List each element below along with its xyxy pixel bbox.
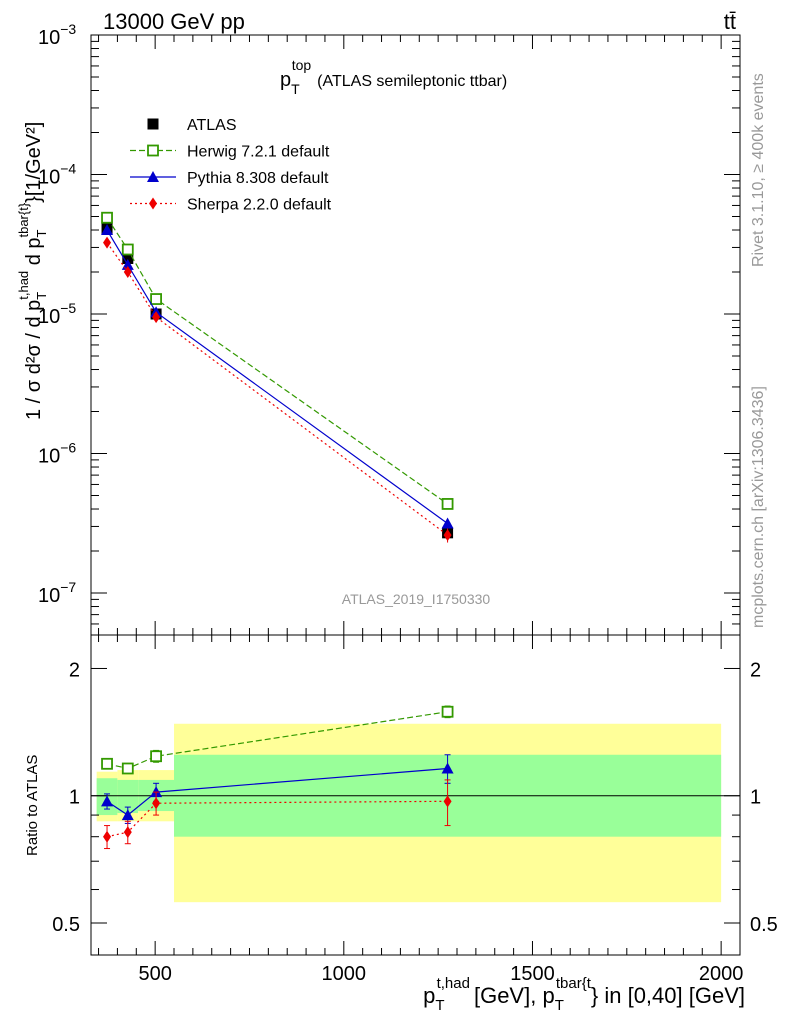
main-ytick-label: 10−6 <box>38 440 76 468</box>
main-point <box>441 498 454 510</box>
main-point <box>122 252 134 264</box>
ratio-series-0 <box>101 705 454 775</box>
ratio-ytick-label: 2 <box>69 659 80 681</box>
title-rest: (ATLAS semileptonic ttbar) <box>317 73 507 90</box>
analysis-watermark: ATLAS_2019_I1750330 <box>342 591 491 607</box>
ratio-series-line <box>106 711 448 770</box>
legend-entry: ATLAS <box>147 117 237 134</box>
xlabel: pTt,had [GeV], pTtbar{t} in [0,40] [GeV] <box>423 975 745 1014</box>
legend-label: Herwig 7.2.1 default <box>187 144 330 161</box>
ratio-point <box>123 826 132 839</box>
rivet-label: Rivet 3.1.10, ≥ 400k events <box>750 73 767 267</box>
main-ytick-label: 10−5 <box>38 300 76 328</box>
xtick-label: 2000 <box>699 963 744 985</box>
title-sub: T <box>291 81 300 97</box>
main-point <box>121 243 134 256</box>
main-series-line <box>106 217 448 505</box>
ratio-frame <box>90 634 741 956</box>
main-ytick-label: 10−3 <box>38 21 76 49</box>
ratio-point <box>101 757 113 770</box>
ratio-ytick-label-right: 1 <box>750 787 761 809</box>
legend-marker <box>147 144 159 157</box>
ratio-series-line <box>106 767 448 816</box>
xtick-label: 1500 <box>510 963 555 985</box>
ratio-point <box>150 750 162 763</box>
ratio-point <box>121 809 134 821</box>
legend-marker <box>149 197 157 210</box>
process-label: tt̄ <box>724 9 736 34</box>
ratio-point <box>101 795 114 807</box>
main-point <box>150 293 162 305</box>
main-point <box>443 529 452 542</box>
main-point <box>123 266 132 279</box>
main-ytick-label: 10−7 <box>38 579 76 607</box>
ratio-point <box>121 762 134 775</box>
main-title: pTtop (ATLAS semileptonic ttbar) <box>280 57 507 97</box>
ratio-ytick-label: 0.5 <box>52 914 80 936</box>
ratio-ytick-label: 1 <box>69 787 80 809</box>
ratio-point <box>441 705 454 718</box>
legend-marker <box>147 171 159 182</box>
mcplots-label: mcplots.cern.ch [arXiv:1306.3436] <box>750 386 767 628</box>
main-series-line <box>106 242 448 536</box>
band-inner <box>117 779 139 814</box>
legend-marker <box>147 118 159 130</box>
main-point <box>152 311 161 324</box>
main-series-1 <box>101 211 454 510</box>
legend-entry: Herwig 7.2.1 default <box>130 144 330 161</box>
ratio-ylabel: Ratio to ATLAS <box>24 755 41 856</box>
main-point <box>103 236 112 249</box>
ratio-point <box>443 795 452 808</box>
legend-label: ATLAS <box>187 117 237 134</box>
ratio-point <box>103 830 112 843</box>
ratio-series-2 <box>103 779 452 850</box>
main-series-0 <box>101 223 454 539</box>
xtick-label: 500 <box>138 963 171 985</box>
main-ytick-label: 10−4 <box>38 161 76 189</box>
legend-entry: Pythia 8.308 default <box>130 170 329 187</box>
title-sup: top <box>292 57 312 73</box>
legend-entry: Sherpa 2.2.0 default <box>130 197 332 214</box>
main-series-2 <box>101 224 454 529</box>
ratio-point <box>441 762 454 774</box>
ratio-point <box>152 797 161 810</box>
main-point <box>101 211 113 224</box>
ratio-ytick-label-right: 0.5 <box>750 914 778 936</box>
title-main: p <box>280 69 291 91</box>
ratio-series-line <box>106 800 448 838</box>
main-point <box>101 224 114 236</box>
legend: ATLAS Herwig 7.2.1 default Pythia 8.308 de… <box>130 117 332 214</box>
legend-label: Pythia 8.308 default <box>187 170 329 187</box>
series-layer <box>101 211 454 850</box>
xtick-label: 1000 <box>322 963 367 985</box>
main-series-3 <box>103 236 452 543</box>
legend-label: Sherpa 2.2.0 default <box>187 197 332 214</box>
main-point <box>441 517 454 529</box>
main-series-line <box>106 229 448 524</box>
energy-label: 13000 GeV pp <box>103 9 245 34</box>
ratio-ytick-label-right: 2 <box>750 659 761 681</box>
axes: 10−7 10−6 10−5 10−4 10−3 500 1000 1500 2000 0.5 0.… <box>38 21 778 985</box>
